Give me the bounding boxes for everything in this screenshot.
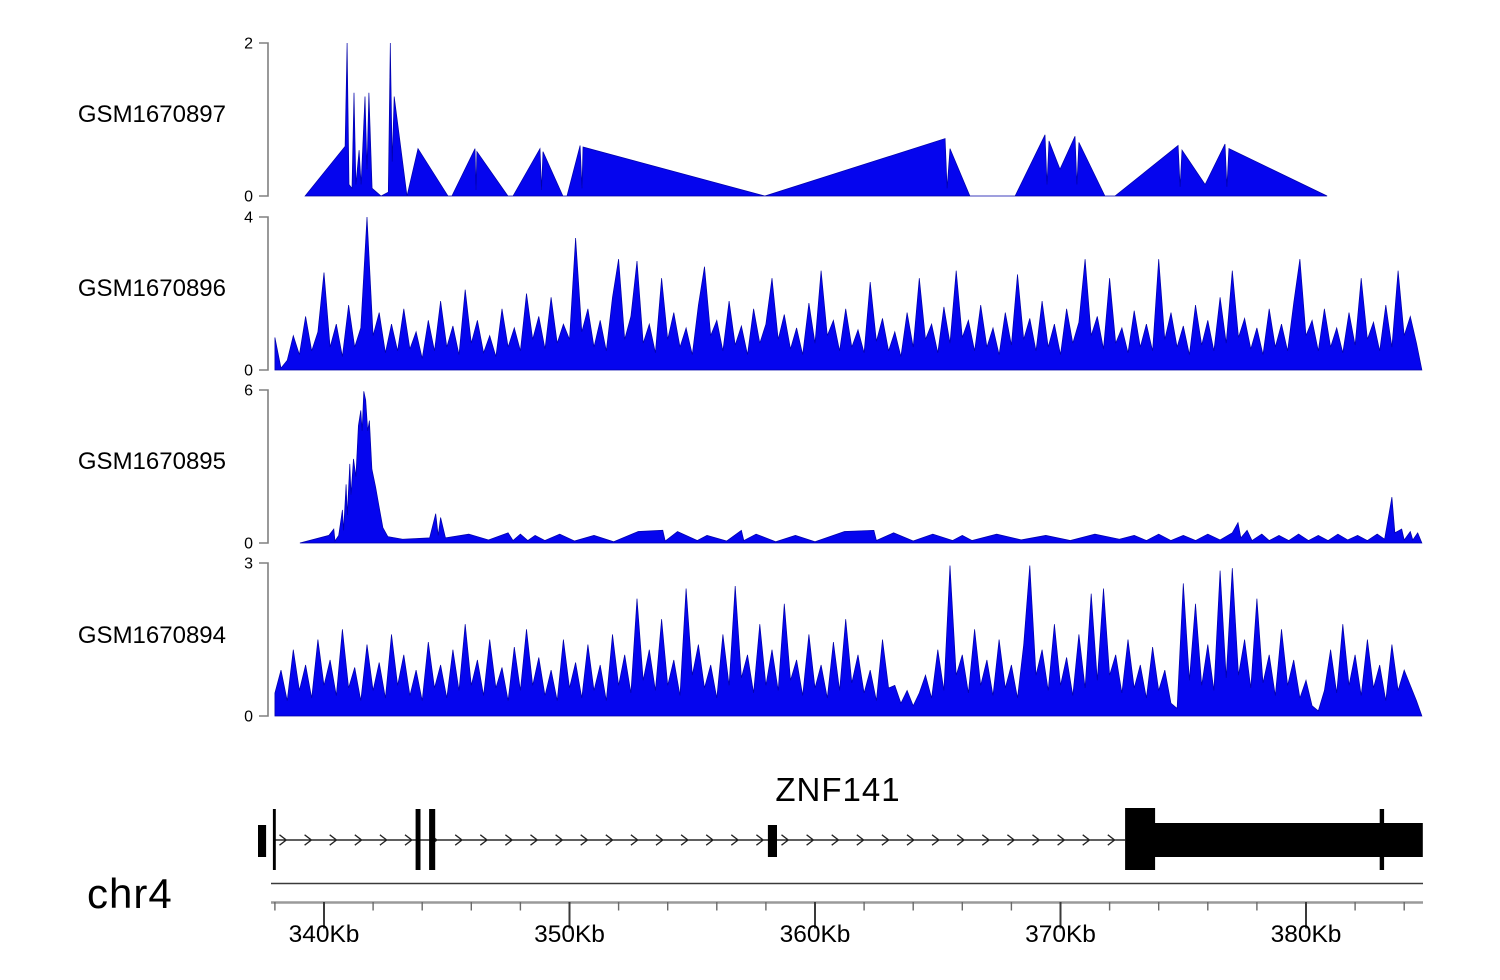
strand-direction-chevron	[705, 834, 715, 846]
y-max-label-3: 6	[244, 383, 253, 400]
track-signal-GSM1670897	[304, 42, 1328, 197]
y-zero-label-2: 0	[244, 363, 253, 380]
strand-direction-chevron	[454, 834, 464, 846]
strand-direction-chevron	[304, 834, 313, 846]
strand-direction-chevron	[379, 834, 388, 846]
track-label-1: GSM1670897	[78, 101, 226, 128]
strand-direction-chevron	[1032, 834, 1041, 846]
strand-direction-chevron	[354, 834, 363, 846]
strand-direction-chevron	[479, 834, 489, 846]
strand-direction-chevron	[756, 834, 765, 846]
y-zero-label-3: 0	[244, 536, 253, 553]
x-tick-label-360kb: 360Kb	[780, 921, 851, 948]
track-signal-GSM1670895	[299, 391, 1423, 544]
y-axis-GSM1670897	[259, 42, 269, 197]
chromosome-ruler	[271, 882, 1423, 929]
strand-direction-chevron	[1057, 834, 1066, 846]
strand-direction-chevron	[806, 834, 815, 846]
exon-box	[258, 825, 267, 857]
track-label-3: GSM1670895	[78, 448, 226, 475]
track-label-4: GSM1670894	[78, 622, 226, 649]
exon-utr	[1155, 823, 1423, 857]
x-tick-label-370kb: 370Kb	[1025, 921, 1096, 948]
coverage-tracks	[259, 42, 1423, 717]
strand-direction-chevron	[1007, 834, 1016, 846]
y-zero-label-4: 0	[244, 709, 253, 726]
strand-direction-chevron	[555, 834, 564, 846]
strand-direction-chevron	[580, 834, 589, 846]
y-max-label-1: 2	[244, 36, 253, 53]
strand-direction-chevron	[505, 834, 514, 846]
exon-tall	[415, 809, 421, 870]
strand-direction-chevron	[279, 834, 288, 846]
strand-direction-chevron	[1082, 834, 1091, 846]
strand-direction-chevron	[730, 834, 740, 846]
y-zero-label-1: 0	[244, 189, 253, 206]
track-label-2: GSM1670896	[78, 275, 226, 302]
x-tick-label-350kb: 350Kb	[534, 921, 605, 948]
exon-tall	[272, 809, 276, 870]
strand-direction-chevron	[956, 834, 966, 846]
strand-direction-chevron	[680, 834, 689, 846]
track-signal-GSM1670896	[274, 216, 1423, 371]
y-axis-GSM1670895	[259, 389, 269, 544]
strand-direction-chevron	[981, 834, 991, 846]
strand-direction-chevron	[856, 834, 865, 846]
strand-direction-chevron	[781, 834, 790, 846]
strand-direction-chevron	[931, 834, 940, 846]
strand-direction-chevron	[630, 834, 639, 846]
y-max-label-4: 3	[244, 556, 253, 573]
chromosome-label: chr4	[87, 870, 173, 917]
exon-box	[767, 825, 777, 857]
strand-direction-chevron	[605, 834, 614, 846]
x-tick-label-340kb: 340Kb	[289, 921, 360, 948]
strand-direction-chevron	[530, 834, 539, 846]
gene-name-label: ZNF141	[775, 771, 900, 808]
exon-block	[1125, 808, 1156, 870]
strand-direction-chevron	[831, 834, 840, 846]
y-max-label-2: 4	[244, 210, 253, 227]
strand-direction-chevron	[404, 834, 413, 846]
x-tick-label-380kb: 380Kb	[1271, 921, 1342, 948]
strand-direction-chevron	[881, 834, 890, 846]
strand-direction-chevron	[906, 834, 915, 846]
exon-tall	[429, 809, 436, 870]
track-signal-GSM1670894	[274, 565, 1423, 717]
y-axis-GSM1670896	[259, 216, 269, 371]
strand-direction-chevron	[329, 834, 338, 846]
strand-direction-chevron	[1107, 834, 1116, 846]
gene-model	[258, 808, 1423, 870]
strand-direction-chevron	[655, 834, 664, 846]
y-axis-GSM1670894	[259, 562, 269, 717]
exon-tall	[1379, 809, 1385, 870]
